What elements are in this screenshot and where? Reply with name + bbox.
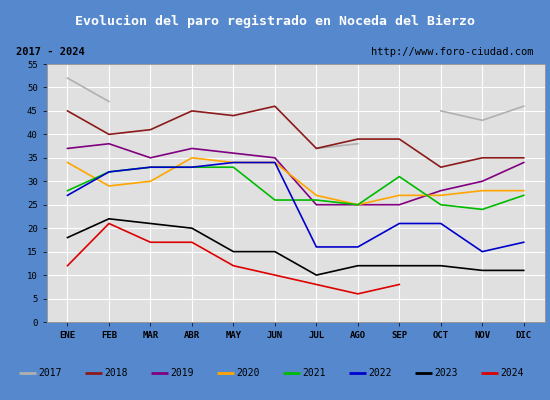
Text: 2019: 2019 — [170, 368, 194, 378]
Text: Evolucion del paro registrado en Noceda del Bierzo: Evolucion del paro registrado en Noceda … — [75, 14, 475, 28]
Text: 2022: 2022 — [368, 368, 392, 378]
Text: 2021: 2021 — [302, 368, 326, 378]
Text: 2020: 2020 — [236, 368, 260, 378]
Text: 2017 - 2024: 2017 - 2024 — [16, 47, 85, 57]
Text: 2017: 2017 — [38, 368, 62, 378]
Text: http://www.foro-ciudad.com: http://www.foro-ciudad.com — [371, 47, 534, 57]
Text: 2018: 2018 — [104, 368, 128, 378]
Text: 2023: 2023 — [434, 368, 458, 378]
Text: 2024: 2024 — [500, 368, 524, 378]
